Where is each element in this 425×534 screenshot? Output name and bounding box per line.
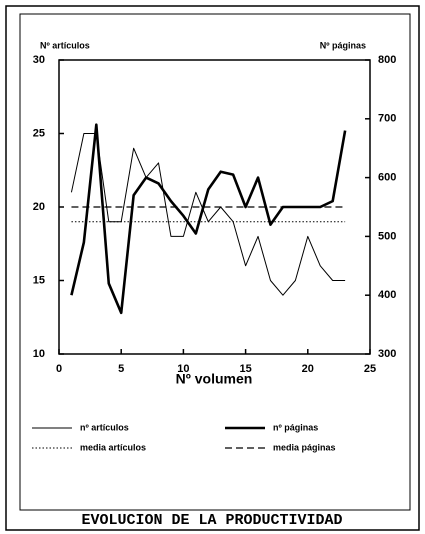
y-axis-label: Nº artículos <box>40 40 90 50</box>
series-line <box>70 123 347 315</box>
x-tick-label: 25 <box>364 363 376 375</box>
x-tick-label: 0 <box>56 363 62 375</box>
series-line <box>70 133 346 296</box>
legend-label: media artículos <box>80 442 146 452</box>
x-axis-label: Nº volumen <box>176 371 253 387</box>
x-tick-label: 20 <box>302 363 314 375</box>
x-tick-label: 15 <box>239 363 251 375</box>
legend-label: nº páginas <box>273 422 318 432</box>
y2-tick-label: 700 <box>378 113 396 125</box>
y2-tick-label: 400 <box>378 289 396 301</box>
legend-label: media páginas <box>273 442 336 452</box>
y-tick-label: 30 <box>33 54 45 66</box>
x-tick-label: 5 <box>118 363 124 375</box>
y2-axis-label: Nº páginas <box>320 40 366 50</box>
y-tick-label: 25 <box>33 127 45 139</box>
y2-tick-label: 800 <box>378 54 396 66</box>
inner-frame <box>19 13 411 511</box>
y2-tick-label: 600 <box>378 172 396 184</box>
outer-frame <box>5 5 420 531</box>
y2-tick-label: 300 <box>378 348 396 360</box>
legend-label: nº artículos <box>80 422 129 432</box>
y-tick-label: 20 <box>33 201 45 213</box>
y2-tick-label: 500 <box>378 230 396 242</box>
y-tick-label: 10 <box>33 348 45 360</box>
chart-title: EVOLUCION DE LA PRODUCTIVIDAD <box>81 512 342 529</box>
x-tick-label: 10 <box>177 363 189 375</box>
y-tick-label: 15 <box>33 274 45 286</box>
